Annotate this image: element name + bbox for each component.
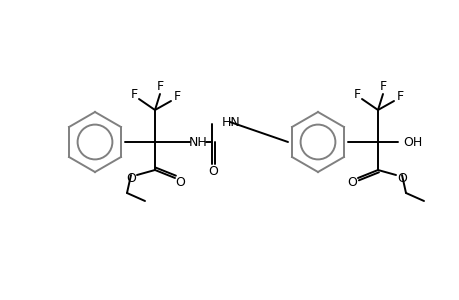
- Text: O: O: [207, 164, 218, 178]
- Text: O: O: [346, 176, 356, 188]
- Text: F: F: [353, 88, 360, 100]
- Text: F: F: [173, 89, 180, 103]
- Text: O: O: [175, 176, 185, 190]
- Text: O: O: [126, 172, 136, 184]
- Text: HN: HN: [222, 116, 240, 128]
- Text: F: F: [156, 80, 163, 92]
- Text: OH: OH: [402, 136, 421, 148]
- Text: NH: NH: [188, 136, 207, 148]
- Text: O: O: [396, 172, 406, 184]
- Text: F: F: [379, 80, 386, 92]
- Text: F: F: [130, 88, 137, 100]
- Text: F: F: [396, 89, 403, 103]
